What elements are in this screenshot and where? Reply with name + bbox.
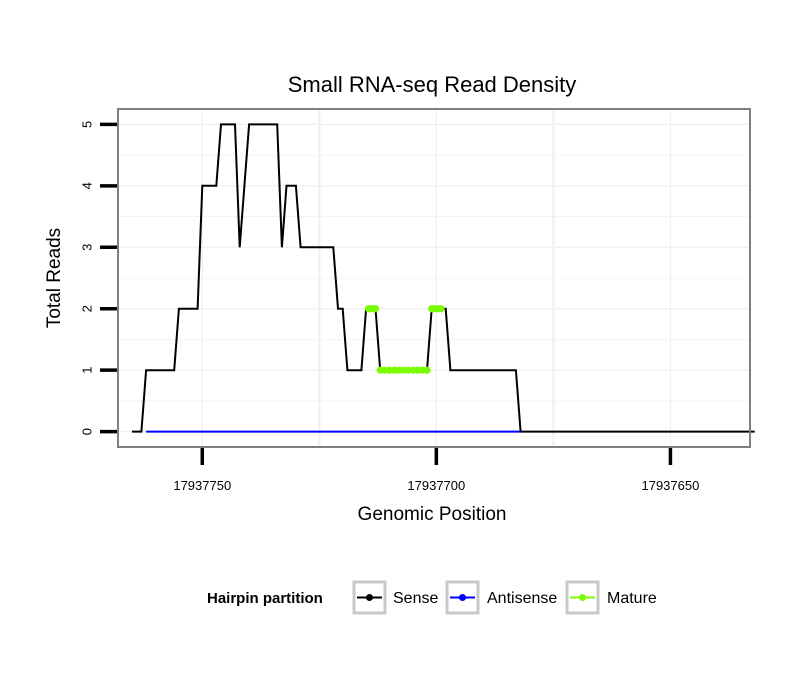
y-tick-label: 5 xyxy=(80,121,95,128)
plot-panel-border xyxy=(117,108,751,448)
y-tick-label: 0 xyxy=(80,428,95,435)
y-tick-label: 4 xyxy=(80,182,95,189)
legend-label: Sense xyxy=(393,590,438,607)
series-point-mature xyxy=(371,305,380,313)
y-tick-label: 3 xyxy=(80,244,95,251)
grid xyxy=(118,109,750,447)
series-layer xyxy=(132,123,755,433)
legend-label: Antisense xyxy=(487,590,557,607)
x-axis-title: Genomic Position xyxy=(358,504,507,525)
legend-key-point xyxy=(579,594,586,601)
legend-label: Mature xyxy=(607,590,657,607)
x-tick-label: 17937650 xyxy=(641,478,699,493)
y-tick-label: 2 xyxy=(80,305,95,312)
legend-key-point xyxy=(459,594,466,601)
legend-key-point xyxy=(366,594,373,601)
legend-items: Sense Antisense Mature xyxy=(352,580,657,615)
y-axis-title: Total Reads xyxy=(44,228,65,328)
chart-title: Small RNA-seq Read Density xyxy=(288,72,577,97)
y-tick-label: 1 xyxy=(80,367,95,374)
series-point-mature xyxy=(423,366,431,374)
legend-title: Hairpin partition xyxy=(207,590,323,607)
x-axis: 17937750 17937700 17937650 xyxy=(173,448,699,493)
x-tick-label: 17937700 xyxy=(407,478,465,493)
legend: Hairpin partition Sense Antisense Mature xyxy=(207,580,657,615)
y-axis: 0 1 2 3 4 5 xyxy=(80,121,117,435)
series-point-mature xyxy=(437,305,445,313)
series-line-sense xyxy=(132,123,755,433)
x-tick-label: 17937750 xyxy=(173,478,231,493)
